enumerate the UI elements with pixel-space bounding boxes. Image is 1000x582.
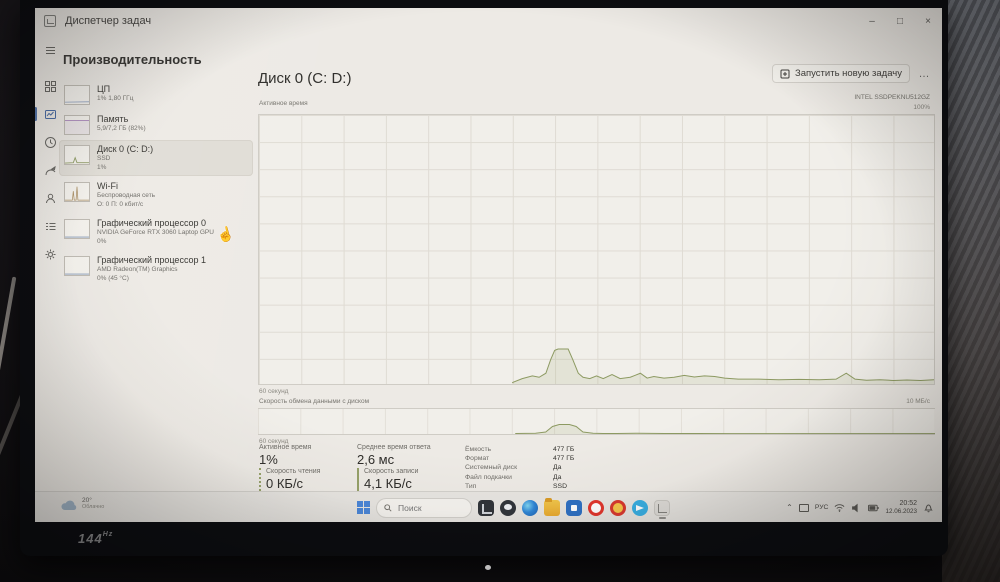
- disk-info-table: Ёмкость 477 ГБ Формат 477 ГБ Системный дис…: [465, 445, 574, 491]
- task-manager-running-icon[interactable]: [654, 499, 670, 519]
- nav-item-details[interactable]: [37, 214, 63, 238]
- memory-mini-chart: [64, 115, 90, 135]
- edge-icon[interactable]: [522, 499, 538, 516]
- cloud-icon: [61, 500, 77, 510]
- nav-rail: [35, 38, 65, 270]
- performance-sidebar: ЦП 1% 1,80 ГГц Память 5,9/7,2 ГБ (82%) Дис…: [59, 80, 253, 288]
- disk-panel-title: Диск 0 (C: D:): [258, 70, 352, 87]
- clock-time: 20:52: [899, 499, 917, 507]
- minimize-button[interactable]: –: [869, 15, 875, 27]
- language-indicator[interactable]: РУС: [814, 504, 829, 511]
- task-manager-app-icon: [44, 15, 56, 27]
- notifications-bell-icon[interactable]: [923, 503, 934, 513]
- run-new-task-icon: [780, 69, 790, 78]
- nav-item-app-history[interactable]: [37, 130, 63, 154]
- info-row-format: Формат 477 ГБ: [465, 455, 575, 463]
- more-options-button[interactable]: …: [918, 67, 930, 80]
- start-button[interactable]: [357, 501, 370, 514]
- screen: Диспетчер задач – □ × Производительность…: [35, 8, 942, 522]
- stat-read-speed: Скорость чтения 0 КБ/с: [259, 468, 320, 491]
- weather-temp: 20°: [82, 497, 92, 504]
- sidebar-item-cpu[interactable]: ЦП 1% 1,80 ГГц: [59, 80, 253, 109]
- window-title: Диспетчер задач: [65, 15, 152, 27]
- disk-mini-chart: [64, 145, 90, 165]
- disk-active-time-chart: [258, 114, 935, 385]
- stat-write-speed: Скорость записи 4,1 КБ/с: [357, 468, 418, 491]
- sidebar-item-disk-0[interactable]: Диск 0 (C: D:) SSD 1%: [59, 140, 253, 176]
- disk-active-time-line: [512, 349, 934, 383]
- clock[interactable]: 20:52 12.06.2023: [885, 500, 917, 516]
- telegram-icon[interactable]: [632, 499, 648, 516]
- wifi-icon[interactable]: [834, 503, 845, 513]
- disk-transfer-chart: [258, 408, 935, 435]
- tray-chevron-icon[interactable]: ⌃: [786, 503, 793, 512]
- stat-avg-response: Среднее время ответа 2,6 мс: [357, 444, 431, 467]
- active-time-chart-label: Активное время: [259, 100, 308, 107]
- search-input[interactable]: [396, 501, 466, 514]
- laptop-front-light: [485, 565, 491, 570]
- cable: [0, 276, 17, 396]
- cpu-mini-chart: [64, 85, 90, 105]
- info-row-type: Тип SSD: [465, 482, 567, 490]
- nav-item-startup-apps[interactable]: [37, 158, 63, 182]
- info-row-capacity: Ёмкость 477 ГБ: [465, 446, 575, 453]
- battery-icon[interactable]: [868, 503, 880, 513]
- file-explorer-icon[interactable]: [544, 497, 560, 516]
- titlebar: Диспетчер задач – □ ×: [35, 8, 942, 34]
- menu-icon[interactable]: [37, 38, 63, 62]
- info-row-page-file: Файл подкачки Да: [465, 473, 562, 481]
- nav-item-processes[interactable]: [37, 74, 63, 98]
- chart2-time-axis-label: 60 секунд: [259, 438, 289, 445]
- transfer-chart-scale: 10 МБ/с: [906, 398, 930, 405]
- sidebar-item-wifi[interactable]: Wi-Fi Беспроводная сеть О: 0 П: 0 кбит/с: [59, 177, 253, 213]
- nav-item-performance[interactable]: [35, 102, 63, 126]
- chart1-time-axis-label: 60 секунд: [259, 388, 289, 395]
- red-browser-icon[interactable]: [610, 499, 626, 516]
- search-icon: [384, 503, 392, 512]
- chat-icon[interactable]: [500, 499, 516, 516]
- nav-item-users[interactable]: [37, 186, 63, 210]
- task-manager-pinned-icon[interactable]: [478, 499, 494, 516]
- info-row-system-disk: Системный диск Да: [465, 464, 562, 472]
- gpu1-mini-chart: [64, 256, 90, 276]
- maximize-button[interactable]: □: [896, 15, 904, 27]
- tray-tablet-icon[interactable]: [798, 503, 809, 512]
- sidebar-item-memory[interactable]: Память 5,9/7,2 ГБ (82%): [59, 110, 253, 139]
- sofa-fabric-background: [942, 0, 1000, 582]
- sidebar-item-gpu-1[interactable]: Графический процессор 1 AMD Radeon(TM) Gr…: [59, 251, 253, 287]
- clock-date: 12.06.2023: [885, 507, 917, 515]
- close-button[interactable]: ×: [925, 15, 931, 27]
- running-app-indicator: [659, 516, 666, 519]
- stat-active-time: Активное время 1%: [259, 444, 312, 467]
- gpu0-mini-chart: [64, 219, 90, 239]
- page-title: Производительность: [63, 52, 202, 67]
- taskbar: 20° Облачно ⌃: [35, 491, 942, 522]
- blue-app-icon[interactable]: [566, 499, 582, 516]
- disk-device-name: INTEL SSDPEKNU512GZ: [854, 94, 930, 101]
- laptop-brand-logo: 144Hz: [78, 531, 114, 546]
- disk-transfer-rate-line: [515, 425, 935, 434]
- taskbar-search[interactable]: [376, 497, 472, 518]
- wifi-mini-chart: [64, 182, 90, 202]
- opera-icon[interactable]: [588, 499, 604, 516]
- weather-widget[interactable]: 20° Облачно: [61, 497, 104, 511]
- run-new-task-button[interactable]: Запустить новую задачу: [772, 64, 910, 83]
- sidebar-item-gpu-0[interactable]: Графический процессор 0 NVIDIA GeForce RT…: [59, 214, 253, 250]
- nav-item-services[interactable]: [37, 242, 63, 266]
- weather-desc: Облачно: [82, 504, 105, 510]
- chart-scale-max: 100%: [913, 104, 930, 111]
- volume-icon[interactable]: [851, 503, 862, 513]
- transfer-chart-label: Скорость обмена данными с диском: [259, 398, 370, 405]
